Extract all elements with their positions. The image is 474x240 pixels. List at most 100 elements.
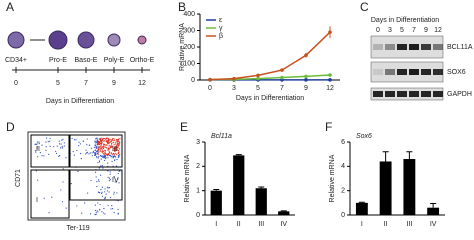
- legend-label: γ: [219, 25, 223, 32]
- flow-event: [106, 144, 108, 146]
- flow-event: [55, 150, 57, 152]
- flow-event: [116, 192, 118, 194]
- blot-band: [397, 91, 407, 97]
- flow-event: [95, 176, 97, 178]
- x-tick-label: IV: [430, 221, 437, 228]
- y-tick-label: 100: [183, 60, 195, 67]
- flow-event: [100, 165, 102, 167]
- x-label: Days in Differentiation: [236, 95, 304, 102]
- day-label: 5: [56, 80, 60, 87]
- flow-event: [62, 181, 64, 183]
- flow-event: [98, 141, 100, 144]
- flow-event: [116, 145, 118, 147]
- bar: [278, 211, 290, 215]
- flow-event: [104, 213, 106, 215]
- flow-event: [117, 147, 119, 149]
- flow-event: [98, 191, 101, 194]
- flow-event: [100, 143, 102, 145]
- flow-event: [96, 181, 98, 183]
- blot-band: [421, 69, 431, 75]
- flow-event: [103, 146, 105, 148]
- flow-event: [98, 155, 100, 157]
- flow-event: [95, 149, 97, 151]
- marker: [304, 53, 308, 58]
- flow-event: [112, 139, 114, 141]
- flow-event: [102, 147, 105, 150]
- flow-event: [99, 147, 101, 149]
- flow-event: [107, 187, 109, 189]
- flow-event: [110, 153, 112, 155]
- flow-event: [112, 141, 114, 144]
- flow-event: [96, 144, 98, 146]
- flow-event: [60, 189, 62, 191]
- marker: [208, 77, 212, 82]
- error-bar: [430, 202, 437, 208]
- y-label: CD71: [15, 169, 22, 187]
- flow-event: [113, 154, 115, 156]
- flow-event: [113, 155, 116, 157]
- day-label: 9: [112, 80, 116, 87]
- flow-event: [104, 191, 106, 193]
- flow-event: [65, 157, 67, 159]
- marker: [256, 73, 260, 78]
- panel-letter: B: [178, 0, 186, 14]
- flow-event: [94, 154, 96, 156]
- gate: [30, 134, 70, 168]
- flow-event: [37, 156, 39, 158]
- flow-event: [103, 155, 106, 157]
- axis-label: Days in Differentiation: [46, 98, 114, 105]
- flow-event: [96, 137, 98, 139]
- day-label: 0: [14, 80, 18, 87]
- y-label: Relative mRNA: [329, 154, 336, 202]
- flow-event: [118, 182, 120, 184]
- flow-event: [107, 162, 109, 164]
- flow-event: [96, 140, 99, 142]
- flow-event: [38, 141, 40, 143]
- flow-event: [41, 154, 43, 157]
- flow-event: [116, 149, 118, 151]
- flow-event: [109, 196, 112, 199]
- bar: [355, 202, 368, 215]
- flow-event: [89, 213, 92, 215]
- flow-event: [101, 195, 103, 197]
- flow-event: [115, 165, 118, 167]
- blot-band: [385, 91, 395, 97]
- flow-event: [86, 144, 88, 146]
- flow-event: [104, 146, 106, 148]
- flow-event: [61, 201, 64, 203]
- flow-event: [103, 207, 105, 210]
- flow-event: [101, 155, 103, 157]
- flow-event: [86, 152, 88, 154]
- flow-event: [110, 139, 112, 141]
- flow-event: [49, 140, 51, 142]
- y-tick-label: 200: [183, 44, 195, 51]
- flow-event: [108, 145, 110, 147]
- flow-event: [97, 138, 99, 140]
- flow-event: [117, 145, 119, 147]
- flow-event: [94, 144, 96, 146]
- marker: [328, 73, 332, 77]
- flow-event: [84, 202, 86, 204]
- flow-event: [101, 147, 103, 149]
- x-tick-label: I: [361, 221, 363, 228]
- flow-event: [48, 212, 50, 214]
- flow-event: [34, 150, 37, 152]
- flow-event: [97, 202, 99, 204]
- flow-event: [93, 146, 96, 148]
- marker: [280, 75, 284, 80]
- flow-event: [111, 204, 113, 207]
- y-tick-label: 1: [196, 188, 200, 195]
- legend-label: β: [219, 33, 223, 40]
- flow-event: [117, 213, 119, 215]
- panel-letter: E: [180, 120, 188, 134]
- flow-event: [78, 145, 80, 147]
- flow-event: [96, 157, 98, 159]
- flow-event: [97, 146, 99, 148]
- gate: [30, 169, 70, 219]
- flow-event: [53, 145, 55, 148]
- flow-event: [77, 170, 79, 173]
- y-tick-label: 4: [341, 163, 345, 170]
- flow-event: [99, 141, 101, 144]
- flow-event: [70, 183, 72, 185]
- flow-event: [85, 149, 87, 151]
